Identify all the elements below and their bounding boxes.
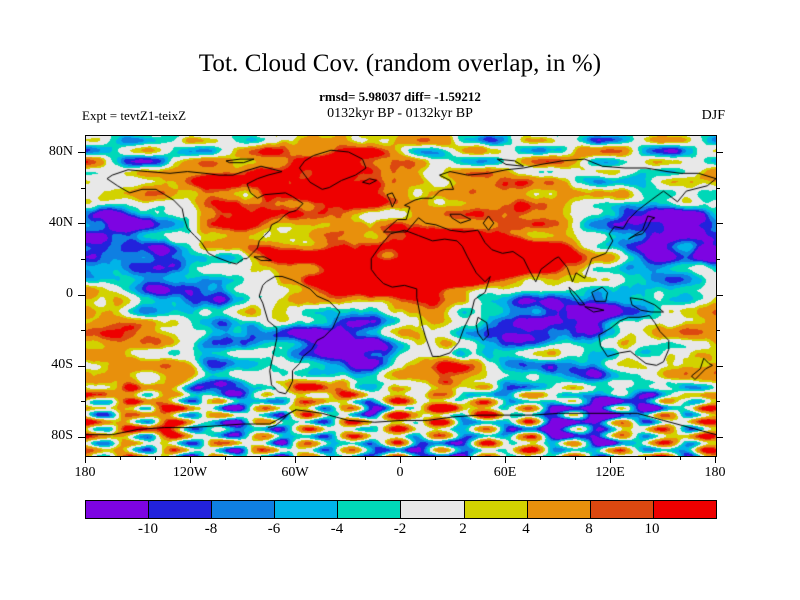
x-axis-tick — [434, 456, 436, 460]
y-axis-tick — [81, 401, 85, 403]
y-axis-tick — [716, 294, 723, 296]
y-axis-tick — [716, 152, 723, 154]
y-axis-tick — [78, 365, 85, 367]
colorbar-segment — [590, 501, 654, 518]
colorbar-tick-label: -8 — [204, 521, 218, 537]
y-axis-tick — [716, 330, 720, 332]
y-axis-tick — [716, 401, 720, 403]
x-axis-tick — [119, 456, 121, 460]
y-axis-tick — [716, 436, 723, 438]
colorbar-segment — [149, 501, 213, 518]
colorbar-segment — [527, 501, 591, 518]
x-axis-tick — [224, 456, 226, 460]
colorbar-tick-label: -2 — [393, 521, 407, 537]
x-axis-label: 60E — [493, 465, 517, 480]
x-axis-tick — [364, 456, 366, 460]
y-axis-tick — [716, 187, 720, 189]
x-axis-tick — [259, 456, 261, 460]
colorbar-tick-label: -6 — [267, 521, 281, 537]
map-plot-area — [85, 135, 717, 457]
coastline-overlay — [86, 136, 716, 456]
colorbar-segment — [275, 501, 339, 518]
y-axis-tick — [81, 258, 85, 260]
x-axis-tick — [294, 456, 296, 463]
page-title: Tot. Cloud Cov. (random overlap, in %) — [198, 50, 602, 77]
y-axis-tick — [78, 152, 85, 154]
y-axis-tick — [78, 436, 85, 438]
colorbar-segment — [653, 501, 716, 518]
y-axis-tick — [81, 187, 85, 189]
y-axis-label: 40S — [51, 357, 73, 373]
x-axis-label: 120E — [595, 465, 625, 480]
x-axis-tick — [644, 456, 646, 460]
x-axis-tick — [609, 456, 611, 463]
x-axis-tick — [539, 456, 541, 460]
colorbar-segment — [338, 501, 402, 518]
colorbar-tick-label: 8 — [585, 521, 593, 537]
statistics-line: rmsd= 5.98037 diff= -1.59212 — [319, 89, 481, 104]
x-axis-tick — [679, 456, 681, 460]
colorbar-tick-label: 4 — [522, 521, 530, 537]
colorbar-tick-label: 10 — [644, 521, 660, 537]
x-axis-tick — [154, 456, 156, 460]
x-axis-tick — [574, 456, 576, 460]
y-axis-label: 0 — [66, 286, 73, 301]
x-axis-label: 0 — [396, 465, 404, 480]
y-axis-tick — [716, 223, 723, 225]
x-axis-label: 180 — [704, 465, 726, 480]
x-axis-tick — [469, 456, 471, 460]
y-axis-tick — [78, 294, 85, 296]
colorbar-segment — [212, 501, 276, 518]
experiment-label: Expt = tevtZ1-teixZ — [82, 108, 187, 123]
y-axis-label: 40N — [48, 214, 73, 230]
y-axis-tick — [78, 223, 85, 225]
x-axis-tick — [84, 456, 86, 463]
case-label: 0132kyr BP - 0132kyr BP — [327, 106, 473, 121]
x-axis-label: 120W — [172, 465, 208, 480]
colorbar-segment — [401, 501, 465, 518]
colorbar-segment — [464, 501, 528, 518]
x-axis-tick — [714, 456, 716, 463]
colorbar-tick-label: 2 — [459, 521, 467, 537]
colorbar-tick-label: -4 — [330, 521, 344, 537]
x-axis-label: 180 — [74, 465, 96, 480]
colorbar-segment — [86, 501, 150, 518]
colorbar — [85, 500, 717, 519]
y-axis-label: 80S — [51, 428, 73, 444]
x-axis-tick — [504, 456, 506, 463]
y-axis-tick — [716, 365, 723, 367]
colorbar-tick-label: -10 — [138, 521, 158, 537]
x-axis-label: 60W — [281, 465, 309, 480]
y-axis-label: 80N — [48, 143, 73, 159]
season-label: DJF — [701, 108, 725, 123]
x-axis-tick — [189, 456, 191, 463]
x-axis-tick — [399, 456, 401, 463]
y-axis-tick — [716, 258, 720, 260]
y-axis-tick — [81, 330, 85, 332]
x-axis-tick — [329, 456, 331, 460]
